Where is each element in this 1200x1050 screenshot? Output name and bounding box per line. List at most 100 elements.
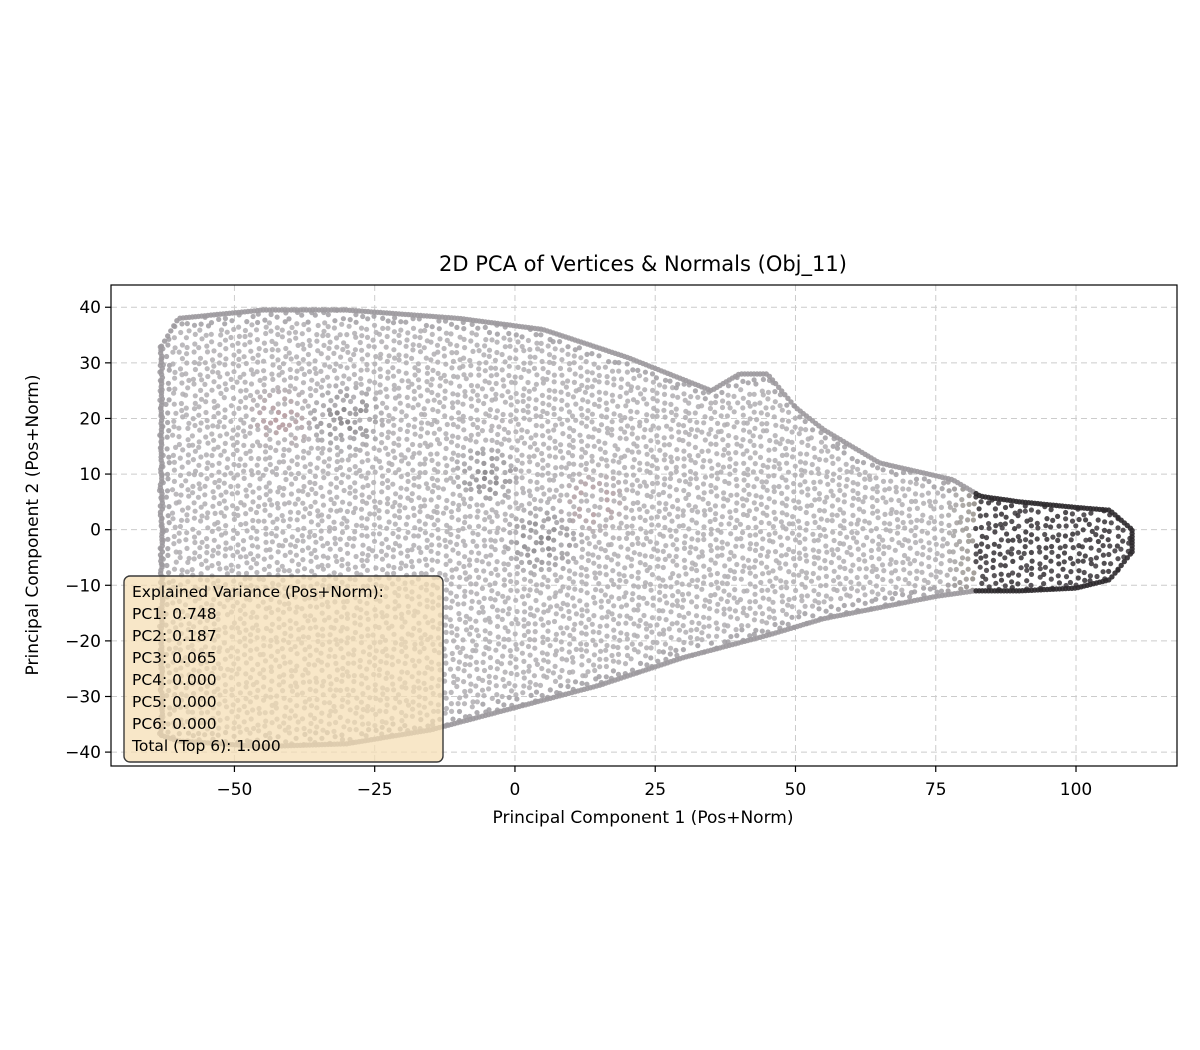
data-point bbox=[712, 592, 718, 598]
data-point bbox=[596, 372, 602, 379]
data-point bbox=[533, 513, 539, 519]
data-point bbox=[759, 388, 765, 394]
data-point bbox=[240, 546, 247, 552]
data-point bbox=[449, 456, 455, 462]
data-point bbox=[403, 413, 409, 419]
data-point bbox=[812, 486, 818, 492]
data-point bbox=[892, 590, 898, 597]
data-point bbox=[647, 470, 653, 476]
data-point bbox=[771, 414, 777, 420]
data-point bbox=[365, 316, 371, 322]
data-point bbox=[692, 504, 699, 510]
data-point bbox=[366, 343, 372, 349]
data-point bbox=[771, 484, 777, 490]
data-point bbox=[681, 545, 688, 552]
data-point bbox=[301, 483, 307, 490]
data-point bbox=[731, 569, 738, 575]
data-point bbox=[960, 502, 966, 508]
data-point bbox=[591, 361, 597, 367]
data-point bbox=[808, 435, 814, 441]
data-point bbox=[460, 444, 467, 450]
data-point bbox=[733, 507, 739, 514]
data-point bbox=[238, 521, 244, 528]
data-point bbox=[721, 628, 727, 634]
data-point bbox=[398, 565, 404, 572]
data-point bbox=[340, 316, 346, 322]
data-point bbox=[900, 519, 906, 526]
data-point bbox=[907, 594, 913, 600]
data-point bbox=[540, 408, 546, 414]
data-point bbox=[326, 456, 332, 462]
data-point bbox=[443, 436, 450, 442]
data-point bbox=[709, 473, 715, 479]
data-point bbox=[274, 500, 280, 507]
data-point bbox=[275, 401, 281, 407]
data-point bbox=[547, 487, 553, 493]
data-point bbox=[443, 638, 449, 644]
data-point bbox=[759, 587, 765, 594]
data-point bbox=[754, 417, 760, 423]
data-point bbox=[169, 487, 176, 493]
data-point bbox=[616, 659, 622, 665]
data-point bbox=[171, 418, 177, 424]
data-point bbox=[1028, 571, 1035, 578]
data-point bbox=[635, 649, 641, 655]
data-point bbox=[521, 415, 527, 421]
data-point bbox=[461, 372, 467, 378]
data-point bbox=[462, 554, 468, 560]
data-point bbox=[280, 492, 286, 498]
data-point bbox=[501, 383, 507, 389]
data-point bbox=[418, 328, 424, 334]
data-point bbox=[507, 530, 513, 536]
data-point bbox=[552, 445, 559, 451]
data-point bbox=[257, 410, 263, 416]
data-point bbox=[829, 454, 835, 460]
data-point bbox=[889, 536, 895, 543]
data-point bbox=[610, 458, 616, 464]
data-point bbox=[217, 566, 223, 572]
data-point bbox=[737, 521, 744, 527]
data-point bbox=[1050, 534, 1056, 540]
data-point bbox=[502, 683, 508, 689]
data-point bbox=[663, 501, 669, 507]
data-point bbox=[531, 548, 537, 554]
data-point bbox=[654, 622, 660, 628]
data-point bbox=[610, 524, 616, 530]
data-point bbox=[991, 541, 998, 547]
data-point bbox=[566, 649, 572, 655]
data-point bbox=[584, 384, 590, 390]
data-point bbox=[701, 536, 707, 543]
data-point bbox=[164, 471, 171, 477]
data-point bbox=[386, 353, 392, 359]
data-point bbox=[551, 411, 557, 417]
data-point bbox=[830, 493, 836, 499]
data-point bbox=[215, 519, 221, 526]
data-point bbox=[444, 497, 450, 504]
data-point bbox=[676, 422, 682, 428]
data-point bbox=[489, 695, 495, 702]
data-point bbox=[848, 585, 855, 592]
data-point bbox=[715, 601, 721, 607]
data-point bbox=[567, 367, 573, 373]
data-point bbox=[492, 365, 499, 371]
data-point bbox=[927, 498, 933, 504]
data-point bbox=[579, 382, 585, 388]
data-point bbox=[351, 363, 357, 369]
data-point bbox=[902, 525, 908, 531]
data-point bbox=[901, 552, 908, 559]
data-point bbox=[931, 506, 937, 512]
data-point bbox=[991, 573, 997, 579]
data-point bbox=[667, 484, 673, 490]
data-point bbox=[649, 615, 656, 621]
data-point bbox=[481, 352, 487, 358]
data-point bbox=[802, 584, 808, 590]
data-point bbox=[289, 558, 295, 564]
data-point bbox=[643, 377, 649, 383]
data-point bbox=[707, 405, 714, 412]
data-point bbox=[512, 380, 518, 386]
data-point bbox=[546, 552, 553, 558]
data-point bbox=[482, 378, 488, 384]
data-point bbox=[429, 514, 435, 521]
data-point bbox=[831, 568, 837, 574]
data-point bbox=[494, 456, 500, 462]
